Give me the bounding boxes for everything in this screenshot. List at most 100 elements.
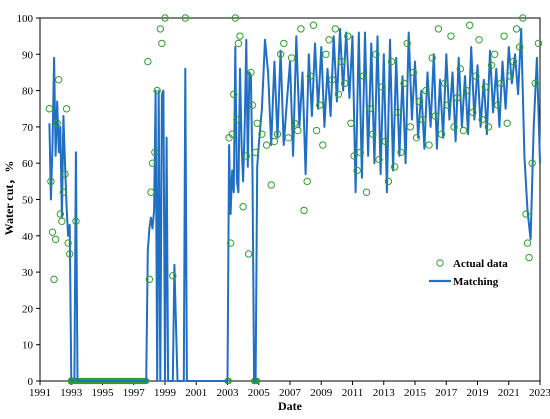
- actual-data-point: [403, 39, 411, 48]
- actual-data-point: [276, 50, 285, 58]
- actual-data-point: [484, 123, 493, 131]
- actual-data-point: [148, 159, 157, 167]
- actual-data-point: [153, 86, 161, 95]
- actual-data-point: [59, 188, 68, 196]
- actual-data-point: [372, 50, 380, 58]
- actual-data-point: [161, 14, 169, 22]
- actual-data-point: [309, 21, 318, 29]
- actual-data-point: [390, 163, 399, 171]
- actual-data-point: [350, 152, 358, 160]
- x-tick-label: 2009: [310, 387, 333, 399]
- x-tick-label: 2021: [498, 387, 520, 399]
- actual-data-point: [523, 239, 532, 247]
- x-tick-label: 2001: [185, 387, 207, 399]
- actual-data-point: [419, 115, 427, 124]
- actual-data-point: [284, 134, 293, 142]
- actual-data-point: [61, 170, 69, 178]
- series-layer: [45, 14, 543, 385]
- actual-data-point: [465, 21, 474, 29]
- actual-data-point: [400, 79, 408, 88]
- actual-data-point: [62, 105, 71, 113]
- actual-data-point: [331, 25, 340, 33]
- actual-data-point: [412, 134, 421, 142]
- x-tick-label: 1997: [123, 387, 146, 399]
- actual-data-point: [65, 250, 74, 258]
- x-tick-label: 2003: [217, 387, 240, 399]
- y-axis-title: Water cut，%: [2, 161, 16, 236]
- y-tick-label: 60: [22, 158, 34, 170]
- y-tick-label: 70: [22, 122, 34, 134]
- actual-data-point: [487, 61, 496, 69]
- y-tick-label: 80: [22, 86, 34, 98]
- actual-data-point: [234, 39, 243, 48]
- y-tick-label: 100: [17, 13, 34, 25]
- y-axis: 0 10 20 30 40 50 60 70 80 90 100: [17, 13, 40, 388]
- actual-data-point: [53, 119, 61, 127]
- actual-data-point: [55, 76, 63, 84]
- actual-data-point: [247, 68, 255, 77]
- actual-data-point: [525, 253, 533, 262]
- actual-data-point: [387, 57, 396, 66]
- x-tick-label: 2005: [248, 387, 271, 399]
- y-tick-label: 40: [22, 231, 34, 243]
- actual-data-point: [494, 101, 502, 109]
- actual-data-point: [481, 83, 490, 91]
- actual-data-point: [306, 72, 315, 80]
- actual-data-point: [151, 148, 159, 157]
- actual-data-point: [315, 101, 324, 109]
- actual-data-point: [472, 72, 480, 80]
- actual-data-point: [362, 188, 371, 196]
- actual-data-point: [273, 130, 282, 138]
- legend-matching-label: Matching: [453, 276, 499, 288]
- actual-data-point: [447, 32, 455, 40]
- x-axis-title: Date: [278, 399, 303, 413]
- x-tick-label: 1999: [154, 387, 177, 399]
- actual-data-point: [515, 43, 524, 51]
- actual-data-point: [147, 188, 155, 196]
- actual-data-point: [369, 130, 377, 138]
- actual-data-point: [450, 123, 458, 131]
- actual-data-point: [434, 25, 443, 33]
- actual-data-point: [478, 115, 486, 124]
- actual-data-point: [534, 39, 543, 48]
- actual-data-point: [294, 126, 302, 135]
- x-tick-label: 1995: [92, 387, 115, 399]
- actual-data-point: [50, 275, 58, 284]
- actual-data-point: [337, 57, 346, 66]
- actual-data-point: [325, 36, 333, 44]
- actual-data-point: [347, 119, 355, 127]
- actual-data-point: [181, 14, 190, 22]
- actual-data-point: [258, 130, 266, 138]
- actual-data-point: [156, 25, 165, 33]
- actual-data-point: [353, 166, 361, 175]
- y-tick-label: 30: [22, 267, 34, 279]
- actual-data-point: [406, 123, 415, 131]
- actual-data-point: [365, 105, 374, 113]
- actual-data-point: [244, 250, 253, 258]
- x-tick-label: 2019: [467, 387, 490, 399]
- actual-data-point: [503, 119, 511, 127]
- actual-data-point: [375, 155, 383, 164]
- actual-data-point: [287, 54, 296, 62]
- actual-data-point: [270, 137, 279, 146]
- actual-data-point: [322, 50, 330, 58]
- y-tick-label: 0: [28, 376, 34, 388]
- actual-data-point: [72, 217, 80, 225]
- actual-data-point: [475, 36, 483, 44]
- actual-data-point: [248, 101, 257, 109]
- actual-data-point: [437, 130, 446, 138]
- y-tick-label: 50: [22, 195, 34, 207]
- actual-data-point: [431, 112, 440, 120]
- actual-data-point: [230, 90, 238, 98]
- actual-data-point: [462, 86, 471, 95]
- actual-data-point: [506, 72, 515, 80]
- actual-data-point: [145, 275, 154, 284]
- actual-data-point: [453, 94, 461, 102]
- actual-data-point: [228, 130, 236, 138]
- actual-data-point: [64, 239, 72, 247]
- actual-data-point: [45, 105, 54, 113]
- x-tick-label: 1993: [60, 387, 83, 399]
- matching-line: [48, 27, 541, 382]
- actual-data-point: [312, 126, 321, 135]
- actual-data-point: [512, 25, 521, 33]
